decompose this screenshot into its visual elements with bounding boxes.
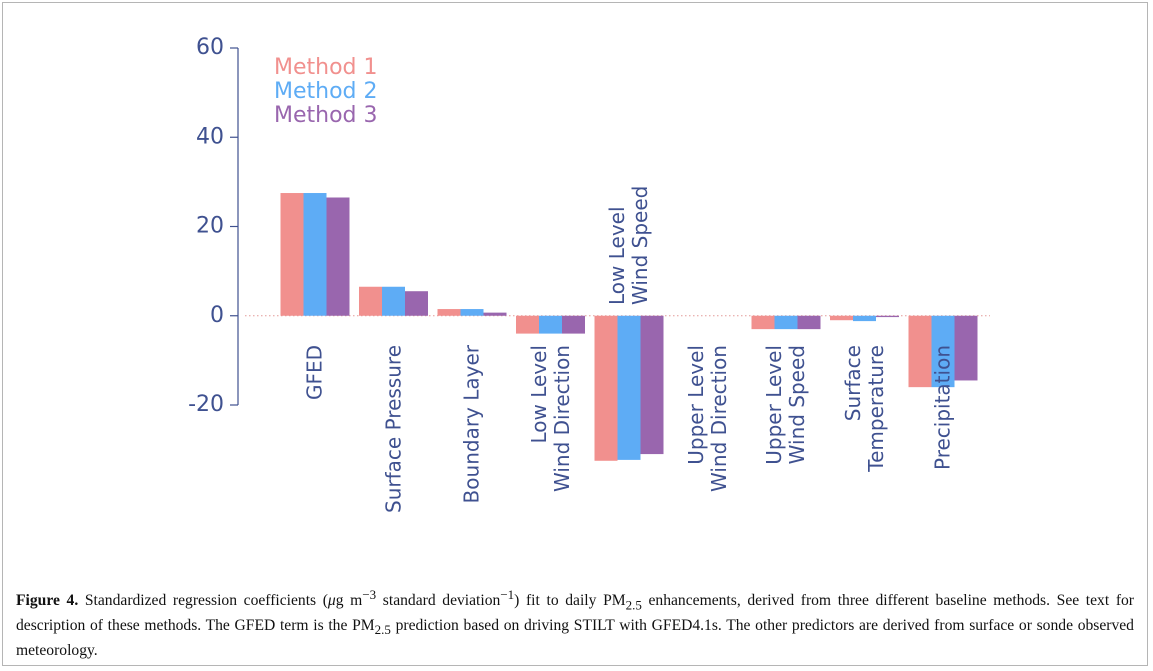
bar	[797, 315, 821, 330]
bar	[382, 286, 405, 316]
bar	[908, 315, 932, 388]
caption-label: Figure 4.	[16, 592, 79, 610]
y-tick-label: -20	[188, 392, 224, 417]
caption-text: ) fit to daily PM	[514, 592, 626, 610]
x-tick-label: Low Level Wind Direction	[526, 344, 574, 492]
caption-text: μ	[327, 592, 336, 610]
legend-label: Method 3	[274, 103, 378, 128]
legend-label: Method 1	[274, 55, 378, 80]
caption-text: standard deviation	[376, 592, 501, 610]
bar	[483, 312, 507, 316]
x-tick-label: GFED	[302, 344, 327, 400]
caption-text: enhancements, derived from three differe…	[16, 592, 1135, 635]
y-tick-label: 0	[210, 303, 224, 328]
caption-text: 2.5	[625, 597, 642, 613]
caption: Figure 4. Standardized regression coeffi…	[16, 584, 1134, 661]
bar	[516, 315, 539, 334]
bar	[303, 193, 327, 316]
bar	[876, 315, 899, 318]
bar	[594, 315, 618, 461]
x-tick-label: Surface Pressure	[381, 344, 405, 513]
x-tick-label: Boundary Layer	[459, 344, 484, 504]
bar	[640, 315, 664, 455]
bar	[359, 286, 382, 316]
x-tick-label: Upper Level Wind Direction	[683, 344, 731, 492]
bar	[405, 291, 428, 316]
x-tick-label: Surface Temperature	[840, 344, 888, 472]
bar	[751, 315, 775, 330]
y-tick-label: 40	[196, 124, 224, 149]
bar	[280, 193, 304, 316]
y-tick-label: 20	[196, 214, 224, 239]
caption-text: Standardized regression coefficients (	[84, 592, 328, 610]
caption-text: −3	[362, 587, 377, 602]
bar	[326, 197, 350, 316]
x-tick-label: Low Level Wind Speed	[605, 185, 652, 305]
caption-text: prediction based on driving STILT with G…	[16, 617, 1134, 660]
caption-text: 2.5	[374, 622, 391, 638]
bar	[460, 309, 484, 316]
bar	[617, 315, 641, 460]
legend-label: Method 2	[274, 79, 378, 104]
bar	[562, 315, 585, 334]
bar	[437, 309, 461, 316]
bar	[853, 315, 876, 322]
x-tick-label: Precipitation	[930, 344, 955, 470]
bar	[931, 315, 955, 388]
bar	[830, 315, 853, 321]
y-tick-label: 60	[196, 35, 224, 60]
bar	[774, 315, 798, 330]
bar	[539, 315, 562, 334]
bar	[954, 315, 978, 381]
x-tick-label: Upper Level Wind Speed	[762, 344, 809, 465]
caption-text: g m	[335, 592, 363, 610]
caption-text: −1	[500, 587, 515, 602]
